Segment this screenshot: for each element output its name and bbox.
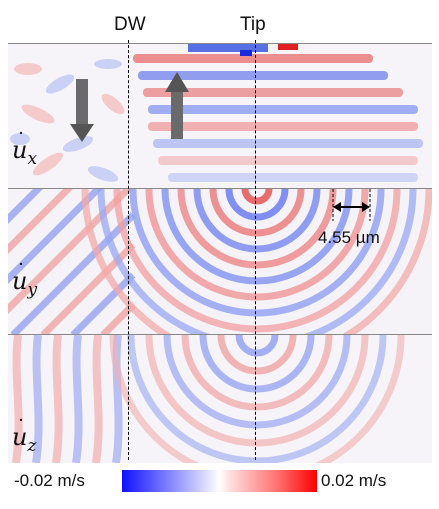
domain-wall-label: DW (114, 14, 146, 35)
panel-uy: 4.55 µm ˙ uy (8, 188, 432, 335)
ux-symbol: ˙ ux (12, 128, 38, 169)
up-arrow-icon (165, 72, 189, 139)
panel-ux: ˙ ux (8, 43, 432, 189)
scale-bar (332, 189, 371, 221)
colorbar (122, 470, 317, 492)
colorbar-max-label: 0.02 m/s (321, 471, 387, 490)
colorbar-min-label: -0.02 m/s (14, 471, 85, 490)
uy-symbol: ˙ uy (12, 259, 38, 300)
scale-bar-label: 4.55 µm (318, 228, 380, 247)
tip-line (255, 40, 256, 460)
uz-symbol: ˙ uz (12, 415, 37, 456)
panel-uz: ˙ uz (8, 334, 432, 463)
domain-wall-line (128, 40, 129, 460)
down-arrow-icon (70, 79, 94, 142)
tip-label: Tip (240, 14, 266, 35)
